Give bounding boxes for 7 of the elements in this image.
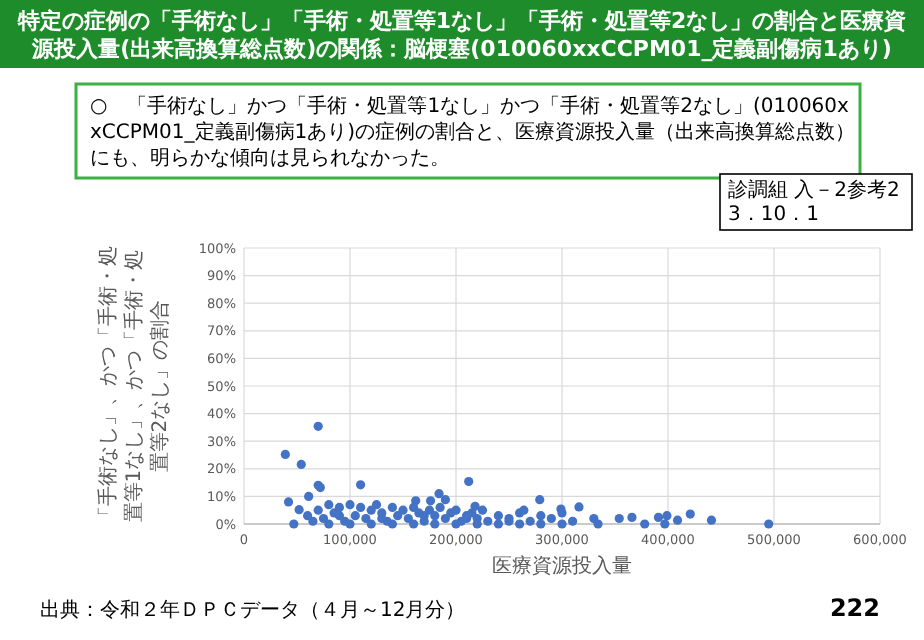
chart-title: 特定の症例の「手術なし」「手術・処置等1なし」「手術・処置等2なし」の割合と医療資源投入量(出来高換算総点数)の関係：脳梗塞(010060xxCCPM01_定義副傷病1あり) [15,8,907,62]
y-axis-title: 「手術なし」、かつ「手術・処置等1なし」、かつ「手術・処置等2なし」の割合 [96,246,172,526]
x-axis-title: 医療資源投入量 [492,554,632,578]
text: 診調組 入－2参考2 3．10．1 [728,178,900,226]
source-note: 出典：令和２年ＤＰＣデータ（４月～12月分） [40,598,466,622]
text: 222 [829,594,880,622]
chart-subtitle: ○ 「手術なし」かつ「手術・処置等1なし」かつ「手術・処置等2なし」(010060xxCCPM01_定義副傷病1あり)の症例の割合と、医療資源投入量（出来高換算総点数）にも、明らかな傾向は見られなかった。 [90,94,856,170]
